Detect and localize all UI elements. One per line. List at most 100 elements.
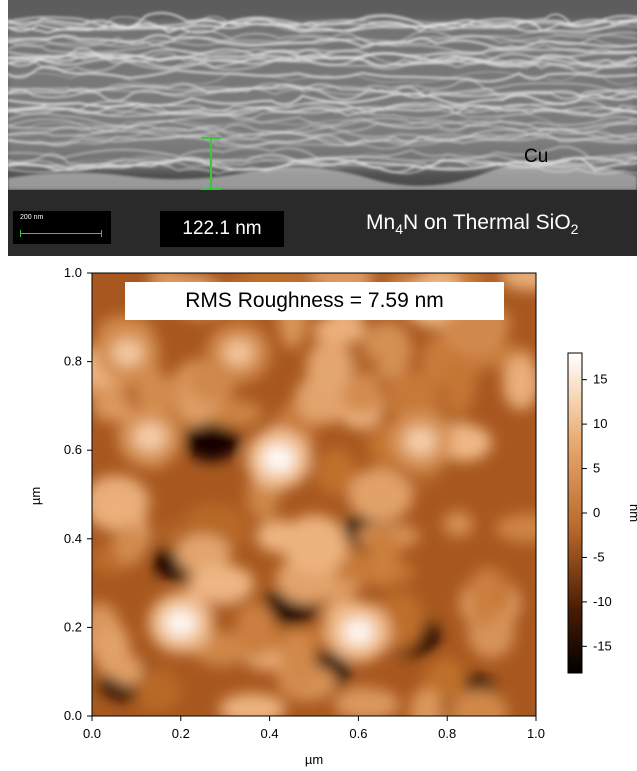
substrate-subscript: 4	[395, 221, 403, 238]
afm-grain	[103, 498, 136, 532]
sem-grain-line	[8, 132, 637, 147]
afm-grain	[424, 658, 467, 702]
colorbar	[567, 352, 583, 674]
thickness-marker	[201, 137, 221, 190]
colorbar-unit: nm	[627, 504, 637, 522]
afm-map	[92, 273, 536, 716]
colorbar-tick-label: 0	[593, 505, 600, 520]
x-tick-label: 0.2	[172, 726, 190, 741]
sem-grain-line	[8, 33, 637, 48]
afm-grain	[219, 693, 286, 716]
rms-text: RMS Roughness = 7.59 nm	[185, 289, 444, 312]
sem-grain-line	[8, 104, 637, 117]
afm-grain	[176, 534, 231, 574]
x-tick-label: 0.6	[349, 726, 367, 741]
afm-grain	[135, 668, 181, 713]
afm-peak	[133, 422, 166, 451]
y-tick-label: 0.0	[64, 708, 82, 723]
afm-grain	[468, 568, 500, 628]
afm-grain	[342, 374, 383, 415]
afm-grain	[149, 377, 182, 411]
sem-grain-line	[8, 120, 637, 136]
sem-grain-line	[8, 134, 637, 147]
sem-grain-line	[8, 54, 637, 69]
scale-bar-tick-right	[101, 230, 102, 237]
afm-grain	[112, 655, 144, 686]
scale-bar-label: 200 nm	[20, 214, 44, 221]
x-tick-label: 0.4	[261, 726, 279, 741]
rms-annotation: RMS Roughness = 7.59 nm	[125, 282, 504, 320]
afm-grain	[450, 689, 508, 716]
substrate-suffix: N on Thermal SiO	[402, 211, 571, 234]
sem-grain-line	[8, 58, 637, 74]
sem-grain-line	[8, 145, 637, 160]
sem-grain-line	[8, 79, 637, 97]
colorbar-tick-label: 5	[593, 461, 600, 476]
afm-peak	[262, 445, 295, 474]
afm-grain	[443, 511, 473, 537]
sem-grain-line	[8, 34, 637, 50]
thickness-value: 122.1 nm	[182, 218, 262, 239]
afm-peak	[342, 617, 375, 646]
sem-grain-line	[8, 131, 637, 150]
y-tick-label: 1.0	[64, 265, 82, 280]
copper-label: Cu	[524, 146, 549, 167]
colorbar-tick-label: -10	[593, 594, 612, 609]
afm-peak	[222, 338, 255, 367]
substrate-subscript-2: 2	[570, 221, 579, 238]
sem-grain-line	[8, 85, 637, 103]
sem-grain-line	[8, 13, 637, 29]
sem-grain-line	[8, 71, 637, 86]
colorbar-tick-label: 15	[593, 372, 607, 387]
afm-grain	[312, 315, 367, 345]
afm-peak	[111, 338, 144, 367]
afm-peak	[404, 427, 437, 456]
y-axis-label: µm	[28, 487, 43, 505]
y-tick-label: 0.4	[64, 531, 82, 546]
sem-grain-line	[8, 125, 637, 143]
y-tick-label: 0.2	[64, 619, 82, 634]
sem-grain-line	[8, 157, 637, 172]
x-tick-label: 0.0	[83, 726, 101, 741]
afm-grain	[282, 514, 348, 575]
afm-grain	[112, 523, 146, 565]
substrate-label: Mn4N on Thermal SiO2	[366, 211, 578, 237]
sem-grain-line	[8, 87, 637, 100]
colorbar-tick-label: -5	[593, 549, 605, 564]
sem-texture	[8, 0, 637, 256]
sem-grain-line	[8, 92, 637, 108]
afm-grain	[409, 687, 443, 716]
afm-grain	[280, 631, 316, 691]
sem-grain-line	[8, 19, 637, 34]
afm-grain	[189, 564, 255, 603]
afm-peak	[164, 608, 197, 637]
y-tick-label: 0.8	[64, 354, 82, 369]
scale-bar-tick-left	[20, 230, 21, 237]
sem-grain-line	[8, 41, 637, 54]
sem-grain-line	[8, 47, 637, 60]
afm-grain	[443, 355, 476, 415]
x-tick-label: 0.8	[438, 726, 456, 741]
afm-grain	[499, 273, 536, 291]
afm-grain	[334, 687, 400, 716]
afm-grain	[348, 467, 414, 522]
scale-bar: 200 nm	[13, 211, 111, 244]
x-tick-label: 1.0	[527, 726, 545, 741]
sem-grain-line	[8, 15, 637, 32]
colorbar-tick-label: 10	[593, 416, 607, 431]
afm-grain	[315, 448, 357, 495]
sem-grain-line	[8, 29, 637, 46]
afm-grain	[92, 394, 134, 422]
map-frame	[91, 272, 537, 717]
afm-pit	[183, 421, 240, 462]
y-tick-label: 0.6	[64, 442, 82, 457]
sem-grain-line	[8, 65, 637, 83]
afm-grain	[235, 601, 276, 659]
x-axis-label: µm	[305, 752, 323, 767]
afm-grain	[385, 371, 440, 423]
afm-grain	[495, 513, 536, 543]
afm-grain	[502, 355, 536, 410]
afm-grain	[306, 339, 353, 394]
afm-figure: 0.0 0.2 0.4 0.6 0.8 1.0 0.0 0.2 0.4 0.6 0.8 1.0 µm…	[28, 265, 637, 767]
scale-bar-line	[20, 233, 102, 234]
